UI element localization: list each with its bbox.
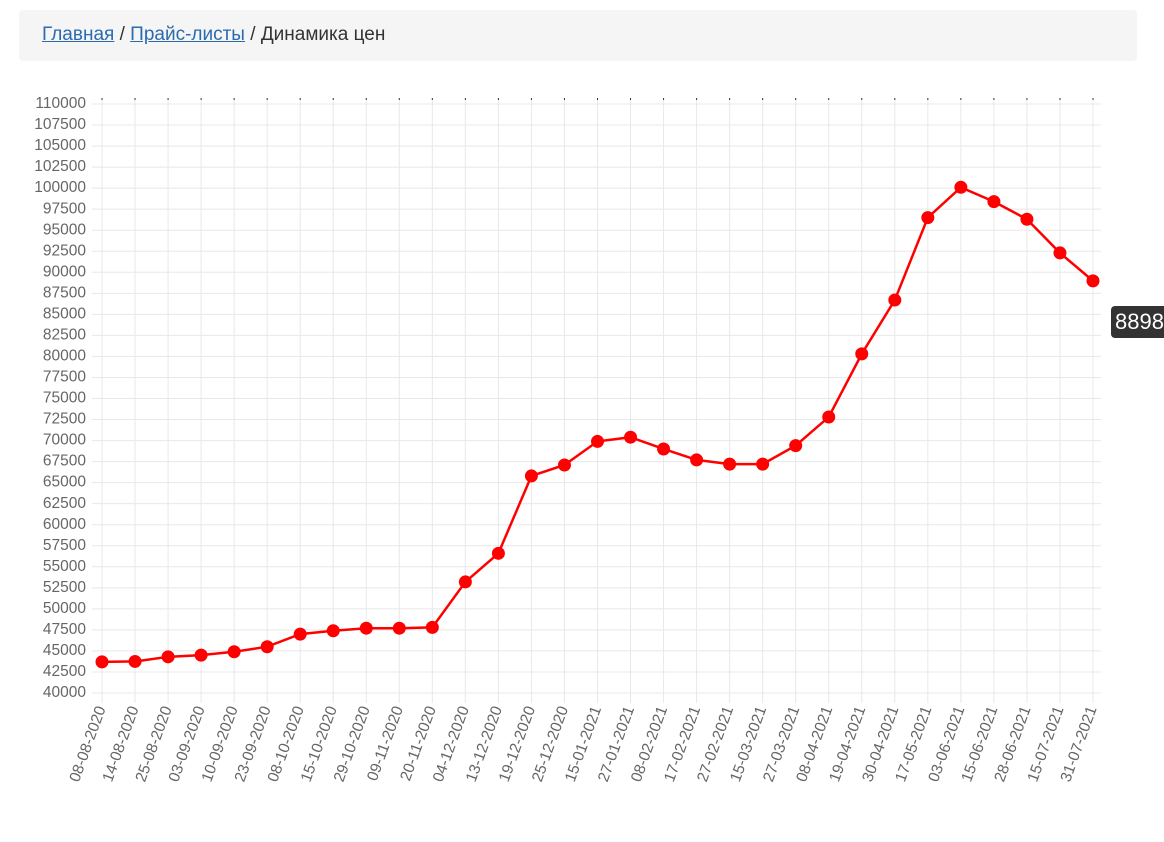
y-tick-label: 47500 <box>43 621 86 638</box>
point <box>921 211 935 225</box>
point <box>723 457 737 471</box>
point <box>954 180 968 194</box>
y-tick-label: 42500 <box>43 663 86 680</box>
y-tick-label: 92500 <box>43 242 86 259</box>
y-tick-label: 72500 <box>43 411 86 428</box>
y-tick-label: 75000 <box>43 390 86 407</box>
point <box>128 654 142 668</box>
point <box>491 546 505 560</box>
breadcrumb: Главная / Прайс-листы / Динамика цен <box>19 10 1137 61</box>
point <box>1020 212 1034 226</box>
point <box>392 621 406 635</box>
y-tick-label: 50000 <box>43 600 86 617</box>
tooltip: 88980 <box>1111 306 1164 338</box>
y-tick-label: 95000 <box>43 221 86 238</box>
point <box>227 645 241 659</box>
y-tick-label: 87500 <box>43 284 86 301</box>
point <box>789 439 803 453</box>
point <box>657 442 671 456</box>
point <box>161 650 175 664</box>
point <box>326 624 340 638</box>
point <box>359 621 373 635</box>
y-tick-label: 52500 <box>43 579 86 596</box>
y-tick-label: 100000 <box>34 179 86 196</box>
point <box>194 648 208 662</box>
point <box>524 469 538 483</box>
point <box>888 293 902 307</box>
y-tick-label: 85000 <box>43 305 86 322</box>
point <box>855 347 869 361</box>
separator: / <box>119 24 125 45</box>
y-tick-label: 80000 <box>43 348 86 365</box>
point <box>591 434 604 448</box>
y-tick-label: 55000 <box>43 558 86 575</box>
point <box>1086 274 1100 288</box>
point <box>425 620 439 634</box>
y-tick-label: 107500 <box>34 116 86 133</box>
breadcrumb-current: Динамика цен <box>260 24 386 45</box>
point <box>557 458 571 472</box>
y-tick-label: 62500 <box>43 495 86 512</box>
y-tick-label: 82500 <box>43 326 86 343</box>
point <box>624 430 638 444</box>
y-tick-label: 97500 <box>43 200 86 217</box>
point <box>95 655 109 669</box>
point <box>1053 246 1067 260</box>
breadcrumb-link[interactable]: Прайс-листы <box>130 24 245 45</box>
point <box>822 410 836 424</box>
y-tick-label: 45000 <box>43 642 86 659</box>
point <box>756 457 770 471</box>
y-tick-label: 57500 <box>43 537 86 554</box>
y-tick-label: 60000 <box>43 516 86 533</box>
y-tick-label: 67500 <box>43 453 86 470</box>
y-tick-label: 70000 <box>43 432 86 449</box>
point <box>690 453 704 467</box>
breadcrumb-link[interactable]: Главная <box>42 24 115 45</box>
y-tick-label: 105000 <box>34 137 86 154</box>
separator: / <box>250 24 256 45</box>
point <box>260 640 274 654</box>
y-tick-label: 102500 <box>34 158 86 175</box>
point <box>293 627 307 641</box>
y-tick-label: 65000 <box>43 474 86 491</box>
point <box>987 195 1001 209</box>
y-tick-label: 90000 <box>43 263 86 280</box>
point <box>458 575 472 589</box>
y-tick-label: 77500 <box>43 369 86 386</box>
y-tick-label: 110000 <box>35 95 86 112</box>
y-tick-label: 40000 <box>43 684 86 701</box>
